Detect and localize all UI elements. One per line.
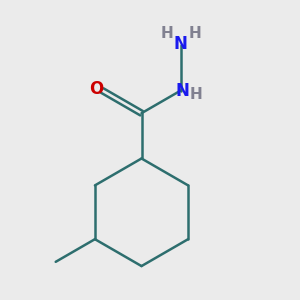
Text: N: N bbox=[174, 35, 188, 53]
Text: N: N bbox=[175, 82, 189, 100]
Text: O: O bbox=[89, 80, 104, 98]
Text: H: H bbox=[188, 26, 201, 41]
Text: H: H bbox=[160, 26, 173, 41]
Text: H: H bbox=[190, 87, 203, 102]
